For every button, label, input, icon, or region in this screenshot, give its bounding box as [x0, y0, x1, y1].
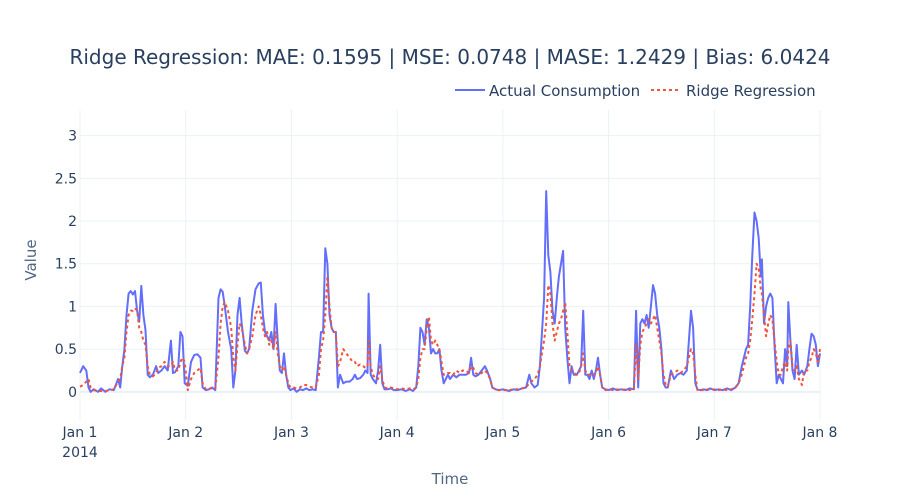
grid-layer: [79, 110, 821, 420]
series-layer: [79, 190, 821, 393]
legend-item-ridge[interactable]: Ridge Regression: [651, 82, 816, 100]
x-tick-label: Jan 3: [273, 425, 309, 441]
x-tick-labels: Jan 1 2014 Jan 2 Jan 3 Jan 4 Jan 5 Jan 6 Jan 7 J…: [62, 425, 838, 461]
series-line-ridge-regression[interactable]: [79, 262, 821, 392]
y-tick-label: 0.5: [55, 342, 77, 358]
x-axis-title: Time: [431, 470, 469, 488]
y-tick-label: 1: [68, 299, 77, 315]
x-tick-label: Jan 8: [802, 425, 838, 441]
y-tick-label: 2.5: [55, 171, 77, 187]
legend-label-actual: Actual Consumption: [489, 82, 640, 100]
legend: Actual Consumption Ridge Regression: [455, 82, 816, 100]
y-tick-label: 0: [68, 385, 77, 401]
x-tick-sublabel: 2014: [62, 445, 98, 461]
x-tick-label: Jan 4: [379, 425, 415, 441]
y-tick-label: 2: [68, 214, 77, 230]
legend-label-ridge: Ridge Regression: [686, 82, 816, 100]
x-tick-label: Jan 7: [696, 425, 732, 441]
x-tick-label: Jan 2: [167, 425, 203, 441]
chart-title: Ridge Regression: MAE: 0.1595 | MSE: 0.0…: [69, 45, 830, 69]
x-tick-label: Jan 6: [590, 425, 626, 441]
y-axis-title: Value: [22, 239, 40, 280]
legend-item-actual[interactable]: Actual Consumption: [455, 82, 640, 100]
x-tick-label: Jan 1: [62, 425, 98, 441]
y-tick-label: 1.5: [55, 257, 77, 273]
y-tick-labels: 0 0.5 1 1.5 2 2.5 3: [55, 129, 77, 401]
x-tick-label: Jan 5: [484, 425, 520, 441]
y-tick-label: 3: [68, 129, 77, 145]
